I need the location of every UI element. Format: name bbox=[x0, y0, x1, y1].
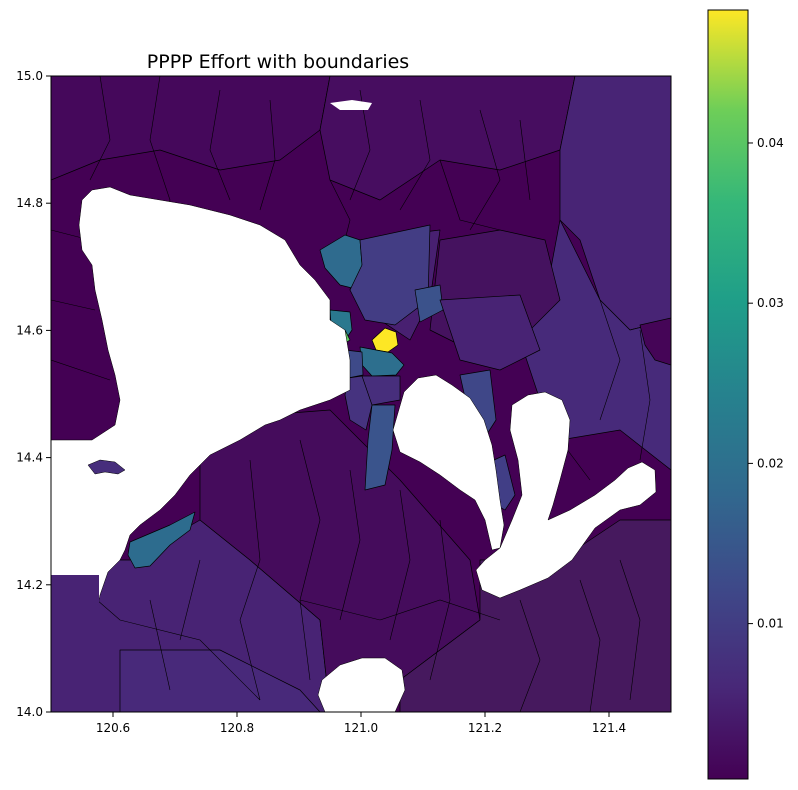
y-tick-label: 14.0 bbox=[16, 705, 43, 719]
colorbar-ticks: 0.01 0.02 0.03 0.04 bbox=[748, 136, 784, 631]
y-tick-label: 14.6 bbox=[16, 323, 43, 337]
north-water bbox=[330, 100, 372, 110]
region-east-purple bbox=[439, 294, 541, 371]
region-laguna-west bbox=[364, 404, 396, 491]
y-axis-ticks: 14.0 14.2 14.4 14.6 14.8 15.0 bbox=[16, 69, 51, 719]
colorbar bbox=[707, 9, 749, 780]
region-cavite-bay bbox=[127, 511, 196, 569]
y-tick-label: 15.0 bbox=[16, 69, 43, 83]
y-tick-label: 14.2 bbox=[16, 578, 43, 592]
region-maroon-east bbox=[639, 317, 671, 366]
region-pasig bbox=[359, 346, 405, 377]
map-area bbox=[51, 76, 671, 712]
region-south-mm bbox=[344, 375, 373, 431]
colorbar-tick-label: 0.03 bbox=[757, 296, 784, 310]
manila-bay-fill bbox=[51, 575, 99, 712]
island-fill bbox=[87, 459, 126, 475]
colorbar-tick-label: 0.01 bbox=[757, 617, 784, 631]
x-tick-label: 121.4 bbox=[592, 721, 626, 735]
map-title: PPPP Effort with boundaries bbox=[147, 51, 409, 73]
colorbar-tick-label: 0.02 bbox=[757, 456, 784, 470]
y-tick-label: 14.8 bbox=[16, 196, 43, 210]
laguna-lake-east bbox=[475, 391, 657, 599]
y-tick-label: 14.4 bbox=[16, 451, 43, 465]
manila-bay bbox=[51, 186, 351, 712]
x-tick-label: 121.2 bbox=[468, 721, 502, 735]
region-southwest-lower bbox=[119, 649, 321, 712]
x-tick-label: 121.0 bbox=[344, 721, 378, 735]
region-qc bbox=[349, 224, 431, 326]
taal-lake bbox=[317, 657, 406, 712]
x-tick-label: 120.8 bbox=[220, 721, 254, 735]
x-tick-label: 120.6 bbox=[96, 721, 130, 735]
boundary-lines bbox=[51, 76, 651, 712]
x-axis-ticks: 120.6 120.8 121.0 121.2 121.4 bbox=[96, 712, 626, 735]
colorbar-tick-label: 0.04 bbox=[757, 136, 784, 150]
laguna-de-bay bbox=[392, 374, 505, 551]
